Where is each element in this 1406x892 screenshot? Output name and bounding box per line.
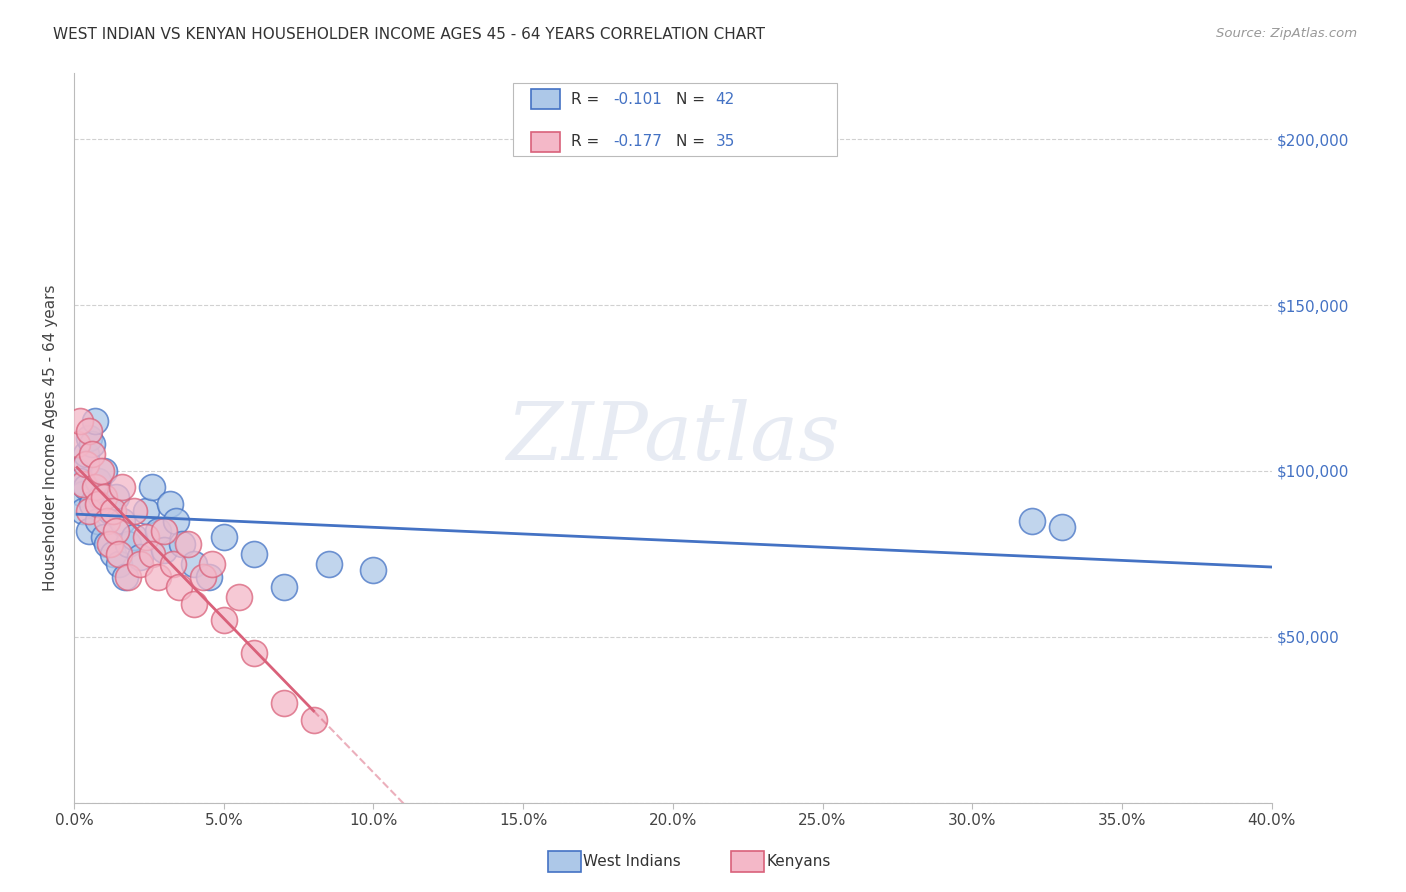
Point [75,457,97,471]
Point [98,537,121,551]
Point [1021,514,1043,528]
Point [77,424,100,438]
Point [242,547,264,561]
Point [153,524,176,538]
Point [146,570,169,584]
Point [201,557,224,571]
Point [183,597,205,611]
Point [66,464,89,478]
Point [170,537,193,551]
Text: ZIPatlas: ZIPatlas [506,399,839,476]
Point [93,491,115,505]
Point [75,481,97,495]
Text: Kenyans: Kenyans [766,855,831,869]
Point [198,570,221,584]
Point [66,437,89,451]
Point [117,570,139,584]
Point [212,613,235,627]
Point [72,487,94,501]
Point [93,530,115,544]
Point [101,504,124,518]
Point [84,414,107,428]
Point [77,504,100,518]
Text: -0.101: -0.101 [613,92,662,106]
Text: 42: 42 [716,92,735,106]
Point [108,557,131,571]
Point [75,447,97,461]
Text: R =: R = [571,135,605,149]
Point [153,543,176,558]
Point [72,504,94,518]
Text: West Indians: West Indians [583,855,682,869]
Point [77,431,100,445]
Point [69,474,91,488]
Point [302,713,325,727]
Point [141,481,163,495]
Point [141,547,163,561]
Point [80,447,103,461]
Point [191,570,214,584]
Point [135,530,157,544]
Point [87,497,110,511]
Point [84,481,107,495]
Point [122,530,145,544]
Point [228,590,250,604]
Point [122,504,145,518]
Point [111,481,134,495]
Point [90,464,112,478]
Text: 35: 35 [716,135,735,149]
Point [101,547,124,561]
Point [90,491,112,505]
Point [165,514,187,528]
Point [183,557,205,571]
Text: Source: ZipAtlas.com: Source: ZipAtlas.com [1216,27,1357,40]
Point [87,474,110,488]
Point [146,524,169,538]
Point [72,477,94,491]
Point [69,414,91,428]
Point [129,550,152,565]
Point [273,580,295,594]
Point [93,464,115,478]
Text: -0.177: -0.177 [613,135,662,149]
Point [318,557,340,571]
Point [273,696,295,710]
Point [80,437,103,451]
Point [105,524,128,538]
Text: N =: N = [676,92,710,106]
Point [159,497,181,511]
Point [363,563,385,577]
Point [77,524,100,538]
Point [162,557,184,571]
Text: WEST INDIAN VS KENYAN HOUSEHOLDER INCOME AGES 45 - 64 YEARS CORRELATION CHART: WEST INDIAN VS KENYAN HOUSEHOLDER INCOME… [53,27,765,42]
Point [105,491,128,505]
Point [177,537,200,551]
Point [96,537,118,551]
Point [96,514,118,528]
Text: R =: R = [571,92,605,106]
Y-axis label: Householder Income Ages 45 - 64 years: Householder Income Ages 45 - 64 years [44,285,58,591]
Text: N =: N = [676,135,710,149]
Point [111,514,134,528]
Point [108,547,131,561]
Point [98,504,121,518]
Point [1050,520,1073,534]
Point [167,580,190,594]
Point [135,504,157,518]
Point [212,530,235,544]
Point [117,537,139,551]
Point [80,497,103,511]
Point [129,557,152,571]
Point [114,570,136,584]
Point [87,514,110,528]
Point [242,646,264,660]
